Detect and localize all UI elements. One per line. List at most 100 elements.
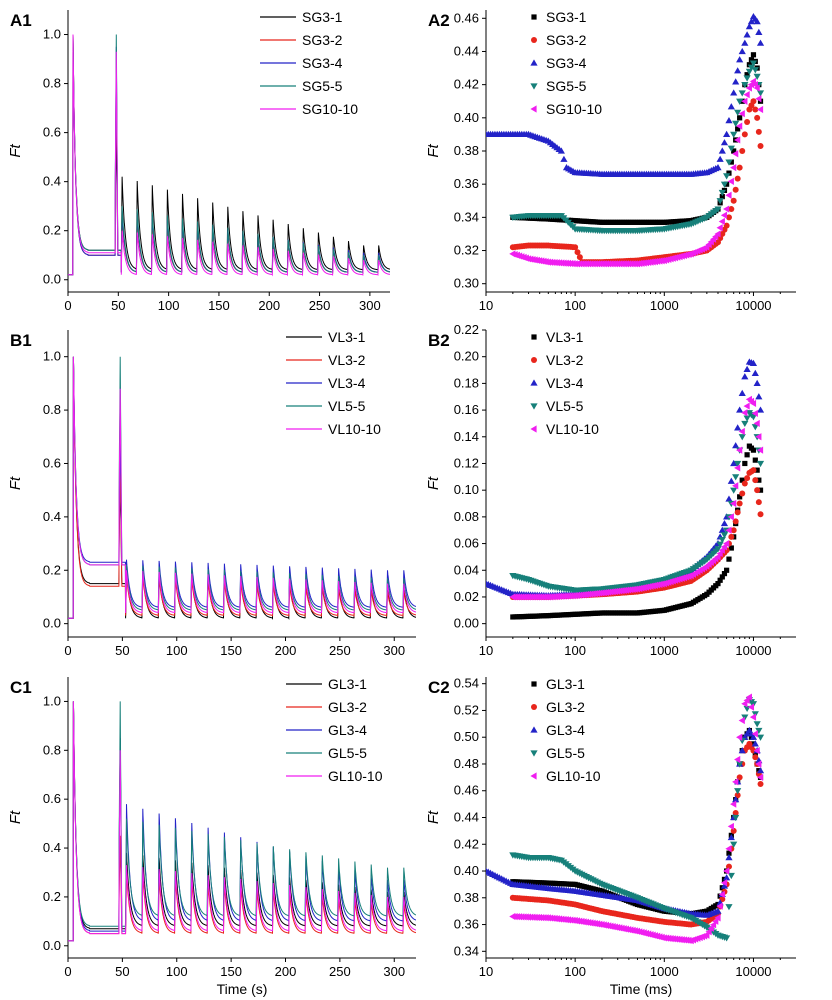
data-point-triangle-up bbox=[732, 442, 740, 449]
panel-label: C1 bbox=[10, 678, 32, 697]
data-point-triangle-down bbox=[730, 131, 738, 139]
data-point-triangle-left bbox=[738, 427, 745, 436]
data-point-square bbox=[724, 567, 730, 573]
panel-label: C2 bbox=[428, 678, 450, 697]
data-point-circle bbox=[734, 175, 741, 182]
x-tick-label: 150 bbox=[220, 643, 242, 658]
legend-label: GL3-2 bbox=[546, 699, 585, 715]
panel-label: A1 bbox=[10, 11, 32, 30]
data-point-triangle-left bbox=[714, 914, 721, 922]
x-tick-label: 300 bbox=[383, 643, 405, 658]
y-tick-label: 0.18 bbox=[454, 375, 479, 390]
data-point-triangle-left bbox=[741, 409, 748, 417]
data-point-circle bbox=[757, 143, 764, 150]
legend-item: GL3-4 bbox=[286, 722, 367, 738]
legend-item: SG3-2 bbox=[531, 32, 587, 48]
data-point-triangle-left bbox=[723, 867, 730, 875]
data-point-triangle-left bbox=[730, 499, 737, 508]
data-point-triangle-left bbox=[720, 879, 728, 887]
data-point-triangle-down bbox=[727, 145, 735, 152]
data-point-triangle-left bbox=[753, 84, 760, 92]
data-point-circle bbox=[736, 164, 743, 171]
series-line bbox=[68, 701, 416, 942]
data-point-square bbox=[735, 126, 741, 132]
plot-area bbox=[68, 34, 390, 277]
data-point-triangle-down bbox=[730, 841, 738, 848]
data-point-triangle-down bbox=[751, 424, 759, 431]
legend-item: GL5-5 bbox=[286, 745, 367, 761]
plot-area bbox=[68, 701, 416, 942]
data-point-triangle-left bbox=[530, 772, 537, 780]
legend-label: SG10-10 bbox=[546, 101, 602, 117]
y-tick-label: 0.48 bbox=[454, 756, 479, 771]
x-tick-label: 300 bbox=[359, 298, 381, 313]
y-tick-label: 0.14 bbox=[454, 429, 479, 444]
legend-label: VL3-2 bbox=[546, 352, 584, 368]
data-point-circle bbox=[755, 128, 762, 135]
data-point-triangle-up bbox=[723, 130, 731, 138]
data-point-triangle-down bbox=[714, 206, 722, 213]
data-point-square bbox=[744, 452, 750, 458]
y-axis-label: Ft bbox=[7, 476, 24, 490]
data-point-circle bbox=[730, 827, 737, 834]
legend-item: SG3-4 bbox=[260, 55, 343, 71]
data-point-circle bbox=[752, 754, 759, 761]
series-points bbox=[486, 726, 765, 918]
x-tick-label: 1000 bbox=[650, 964, 679, 979]
data-point-circle bbox=[574, 249, 581, 256]
y-axis-label: Ft bbox=[425, 476, 442, 490]
data-point-triangle-down bbox=[734, 788, 742, 795]
data-point-triangle-left bbox=[753, 746, 760, 755]
data-point-triangle-down bbox=[732, 120, 740, 127]
y-tick-label: 0.4 bbox=[43, 840, 61, 855]
data-point-triangle-up bbox=[738, 47, 746, 55]
data-point-triangle-down bbox=[732, 814, 740, 822]
legend-label: SG3-1 bbox=[546, 9, 587, 25]
data-point-triangle-left bbox=[755, 760, 762, 768]
legend-item: VL5-5 bbox=[286, 398, 366, 414]
legend-label: VL10-10 bbox=[328, 421, 381, 437]
data-point-triangle-up bbox=[756, 39, 765, 46]
data-point-triangle-up bbox=[756, 406, 765, 413]
y-tick-label: 0.00 bbox=[454, 616, 479, 631]
data-point-triangle-up bbox=[557, 147, 565, 154]
x-tick-label: 250 bbox=[309, 298, 331, 313]
y-tick-label: 0.10 bbox=[454, 482, 479, 497]
data-point-triangle-up bbox=[743, 31, 751, 38]
x-tick-label: 100 bbox=[158, 298, 180, 313]
data-point-square bbox=[754, 467, 760, 473]
data-point-square bbox=[728, 545, 734, 551]
data-point-triangle-up bbox=[725, 854, 733, 861]
y-tick-label: 0.30 bbox=[454, 276, 479, 291]
data-point-square bbox=[531, 681, 537, 687]
data-point-triangle-down bbox=[755, 727, 763, 735]
data-point-triangle-up bbox=[716, 155, 724, 162]
data-point-triangle-left bbox=[705, 928, 712, 936]
data-point-triangle-left bbox=[730, 163, 737, 172]
data-point-triangle-left bbox=[741, 700, 748, 708]
y-tick-label: 0.2 bbox=[43, 889, 61, 904]
data-point-triangle-up bbox=[714, 163, 722, 171]
y-tick-label: 0.32 bbox=[454, 243, 479, 258]
data-point-triangle-down bbox=[749, 414, 758, 421]
data-point-triangle-left bbox=[743, 91, 750, 99]
legend-label: SG3-2 bbox=[302, 32, 343, 48]
data-point-circle bbox=[757, 781, 764, 788]
data-point-triangle-left bbox=[756, 773, 764, 781]
legend-item: GL10-10 bbox=[286, 768, 383, 784]
legend-item: GL3-2 bbox=[531, 699, 585, 715]
data-point-triangle-up bbox=[732, 78, 740, 85]
data-point-circle bbox=[728, 533, 735, 540]
y-tick-label: 0.6 bbox=[43, 125, 61, 140]
data-point-triangle-left bbox=[714, 230, 721, 238]
data-point-triangle-left bbox=[749, 399, 757, 408]
x-tick-label: 0 bbox=[64, 298, 71, 313]
data-point-triangle-up bbox=[753, 18, 761, 25]
legend-item: VL3-2 bbox=[286, 352, 366, 368]
data-point-triangle-left bbox=[738, 110, 745, 118]
y-axis-label: Ft bbox=[425, 810, 442, 824]
x-axis-label: Time (s) bbox=[217, 981, 268, 997]
data-point-triangle-up bbox=[734, 424, 742, 431]
data-point-circle bbox=[752, 477, 759, 484]
data-point-triangle-up bbox=[753, 379, 761, 386]
